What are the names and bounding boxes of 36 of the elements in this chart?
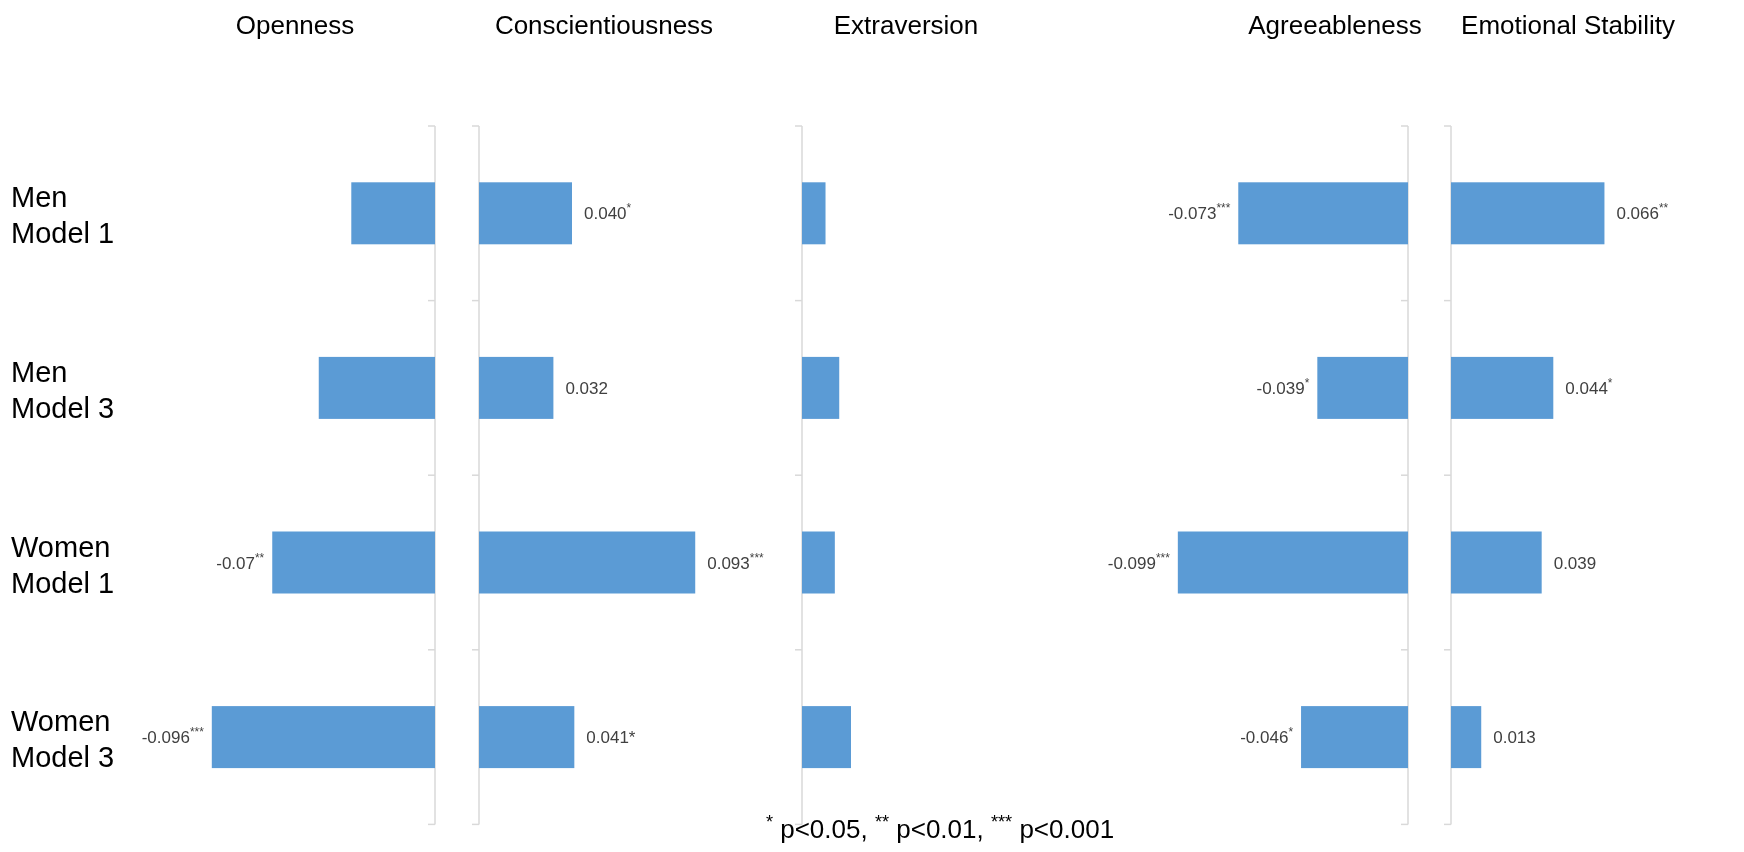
chart-title: Openness <box>235 10 355 40</box>
data-label: 0.044$^{*}$ <box>1565 375 1613 398</box>
annotation: $^{*}$ p<0.05, $^{**}$ p<0.01, $^{***}$ p<0.001 <box>765 812 1115 844</box>
text: Extraversion <box>833 10 979 40</box>
chart-title: Agreeableness <box>1248 10 1422 40</box>
bar <box>1451 531 1542 594</box>
data-label: 0.039 <box>1553 553 1597 573</box>
bar <box>479 182 572 245</box>
data-label: -0.07$^{**}$ <box>216 550 265 573</box>
bar <box>1451 706 1482 769</box>
data-label: 0.040$^{*}$ <box>584 201 632 224</box>
y-tick-label: Women Model 3 <box>11 705 115 774</box>
bar <box>479 706 575 769</box>
chart-title: Emotional Stability <box>1461 10 1675 40</box>
bar <box>1451 356 1554 419</box>
data-label: 0.041* <box>586 728 636 748</box>
data-label: -0.039$^{*}$ <box>1256 375 1310 398</box>
data-label: 0.066$^{**}$ <box>1616 201 1669 224</box>
bar <box>802 706 851 769</box>
bar <box>802 182 826 245</box>
data-label: -0.073$^{***}$ <box>1168 201 1231 224</box>
chart-title: Conscientiousness <box>494 10 714 40</box>
y-tick-label: Men Model 1 <box>11 181 115 250</box>
bar <box>1451 182 1605 245</box>
data-label: 0.093$^{***}$ <box>707 550 765 573</box>
bar <box>479 531 696 594</box>
data-label: 0.013 <box>1493 728 1536 748</box>
bar <box>802 531 835 594</box>
data-label: -0.099$^{***}$ <box>1107 550 1171 573</box>
data-label: -0.046$^{*}$ <box>1240 725 1294 748</box>
data-label: 0.032 <box>565 378 608 398</box>
data-label: -0.096$^{***}$ <box>141 725 205 748</box>
bar <box>479 356 554 419</box>
bar <box>802 356 840 419</box>
y-tick-label: Women Model 1 <box>11 530 115 599</box>
y-tick-label: Men Model 3 <box>11 355 115 424</box>
